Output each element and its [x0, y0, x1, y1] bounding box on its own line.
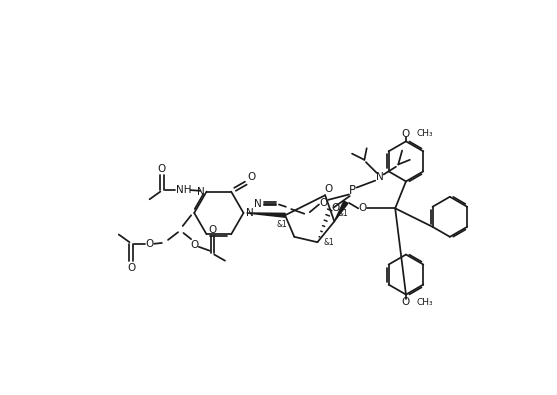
- Text: N: N: [376, 172, 384, 182]
- Text: O: O: [402, 129, 410, 139]
- Text: CH₃: CH₃: [417, 129, 433, 138]
- Text: N: N: [254, 199, 262, 209]
- Text: O: O: [208, 225, 217, 235]
- Text: O: O: [127, 263, 135, 273]
- Text: NH: NH: [175, 185, 191, 195]
- Text: N: N: [246, 208, 253, 218]
- Text: O: O: [332, 203, 340, 213]
- Text: CH₃: CH₃: [417, 298, 433, 307]
- Text: O: O: [190, 240, 198, 250]
- Text: &1: &1: [277, 220, 287, 229]
- Text: N: N: [197, 187, 204, 198]
- Text: O: O: [145, 239, 154, 249]
- Text: O: O: [320, 198, 328, 208]
- Text: &1: &1: [338, 209, 348, 218]
- Text: O: O: [158, 164, 166, 173]
- Text: O: O: [248, 172, 256, 182]
- Text: O: O: [359, 203, 367, 213]
- Text: &1: &1: [324, 239, 334, 248]
- Text: O: O: [325, 184, 333, 194]
- Text: O: O: [402, 297, 410, 307]
- Polygon shape: [334, 201, 348, 222]
- Text: P: P: [349, 184, 356, 197]
- Polygon shape: [247, 213, 285, 217]
